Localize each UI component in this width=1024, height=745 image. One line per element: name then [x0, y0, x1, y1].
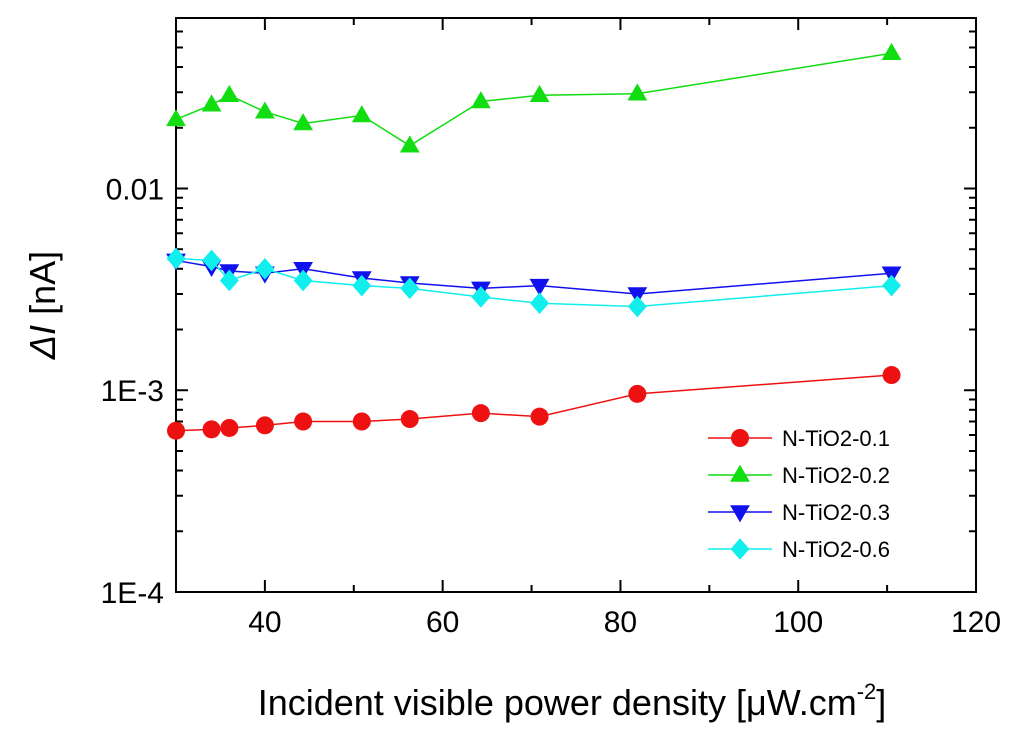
- data-point: [881, 42, 902, 61]
- series-n-tio2-0-6: [166, 247, 902, 318]
- data-point: [166, 109, 186, 127]
- x-tick-label: 100: [773, 606, 823, 639]
- legend-item: N-TiO2-0.1: [708, 426, 890, 451]
- data-point: [730, 538, 750, 560]
- axis-tick-labels: 40 60 80 100 120 1E-4 1E-3 0.01: [101, 173, 1001, 639]
- series-line: [175, 259, 892, 295]
- data-point: [351, 105, 372, 123]
- data-point: [255, 416, 274, 435]
- legend: N-TiO2-0.1 N-TiO2-0.2 N-TiO2-0.3 N-TiO2-0.6: [708, 426, 890, 562]
- data-point: [882, 274, 902, 297]
- data-point: [255, 257, 275, 280]
- x-tick-label: 80: [604, 606, 637, 639]
- data-point: [202, 249, 222, 272]
- data-point: [254, 101, 275, 119]
- legend-item: N-TiO2-0.3: [708, 500, 890, 525]
- y-tick-label: 1E-4: [101, 577, 164, 610]
- x-tick-label: 40: [248, 606, 281, 639]
- data-point: [352, 274, 372, 297]
- data-point: [730, 505, 750, 523]
- y-tick-label: 0.01: [106, 173, 164, 206]
- y-axis-title: ΔI [nA]: [22, 251, 63, 360]
- series-n-tio2-0-1: [167, 366, 901, 440]
- data-point: [882, 366, 901, 385]
- legend-label: N-TiO2-0.3: [782, 500, 890, 525]
- data-point: [627, 83, 648, 101]
- data-point: [471, 404, 490, 423]
- series-n-tio2-0-3: [166, 253, 902, 305]
- data-point: [201, 94, 222, 112]
- data-point: [731, 429, 749, 447]
- x-axis-title: Incident visible power density [μW.cm-2]: [258, 679, 887, 723]
- data-point: [202, 420, 221, 439]
- data-point: [220, 418, 239, 437]
- series-n-tio2-0-2: [166, 42, 902, 153]
- data-point: [530, 407, 549, 426]
- data-point: [530, 292, 550, 315]
- data-point: [293, 269, 313, 292]
- data-point: [529, 278, 550, 296]
- legend-item: N-TiO2-0.2: [708, 463, 890, 488]
- legend-item: N-TiO2-0.6: [708, 537, 890, 562]
- data-point: [628, 384, 647, 403]
- legend-label: N-TiO2-0.1: [782, 426, 890, 451]
- data-point: [166, 247, 186, 270]
- data-point: [627, 295, 647, 318]
- axis-ticks: [176, 17, 977, 593]
- y-tick-label: 1E-3: [101, 375, 164, 408]
- data-point: [400, 277, 420, 300]
- data-point: [219, 84, 240, 102]
- data-point: [470, 91, 491, 109]
- data-point: [219, 269, 239, 292]
- data-point: [352, 412, 371, 431]
- x-tick-label: 120: [951, 606, 1001, 639]
- data-point: [399, 135, 420, 153]
- data-point: [471, 286, 491, 308]
- data-point: [400, 410, 419, 429]
- data-point: [529, 84, 550, 102]
- plot-frame: [175, 17, 977, 593]
- legend-label: N-TiO2-0.6: [782, 537, 890, 562]
- data-point: [293, 113, 314, 131]
- data-point: [730, 464, 750, 482]
- legend-label: N-TiO2-0.2: [782, 463, 890, 488]
- data-series: [166, 42, 902, 440]
- x-tick-label: 60: [426, 606, 459, 639]
- data-point: [167, 421, 185, 440]
- data-point: [294, 412, 313, 431]
